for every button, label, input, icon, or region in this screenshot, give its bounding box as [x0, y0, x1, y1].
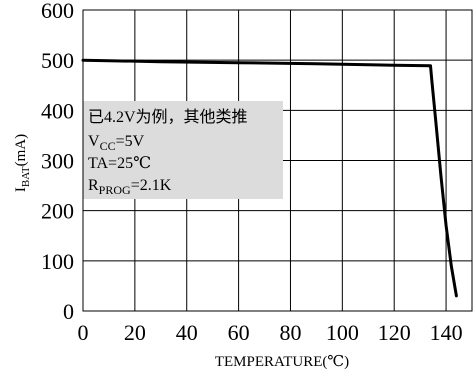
- annotation-line-4: RPROG=2.1K: [88, 177, 172, 197]
- y-tick-label: 0: [63, 299, 74, 324]
- x-tick-label: 100: [326, 320, 359, 345]
- tick-labels: 0 20 40 60 80 100 120 140 0 100 200 300 400 500 600: [41, 0, 463, 345]
- series-layer: [81, 58, 458, 298]
- y-tick-label: 400: [41, 98, 74, 123]
- y-tick-label: 500: [41, 48, 74, 73]
- x-tick-label: 40: [176, 320, 198, 345]
- y-axis-title: IBAT(mA): [13, 134, 32, 192]
- x-tick-label: 0: [78, 320, 89, 345]
- annotation-line-2: VCC=5V: [88, 133, 145, 153]
- annotation-box: [83, 101, 283, 199]
- plot-frame: [82, 9, 473, 312]
- series-line-0: [81, 58, 458, 298]
- x-tick-label: 80: [279, 320, 301, 345]
- y-tick-label: 600: [41, 0, 74, 23]
- x-tick-label: 140: [430, 320, 463, 345]
- x-tick-label: 20: [124, 320, 146, 345]
- annotation-line-1: 已4.2V为例，其他类推: [88, 108, 248, 126]
- annotation-line-3: TA=25℃: [88, 155, 151, 172]
- y-tick-label: 100: [41, 249, 74, 274]
- x-axis-title: TEMPERATURE(℃): [215, 354, 349, 370]
- x-tick-label: 60: [228, 320, 250, 345]
- x-tick-label: 120: [378, 320, 411, 345]
- y-tick-label: 200: [41, 199, 74, 224]
- y-tick-label: 300: [41, 149, 74, 174]
